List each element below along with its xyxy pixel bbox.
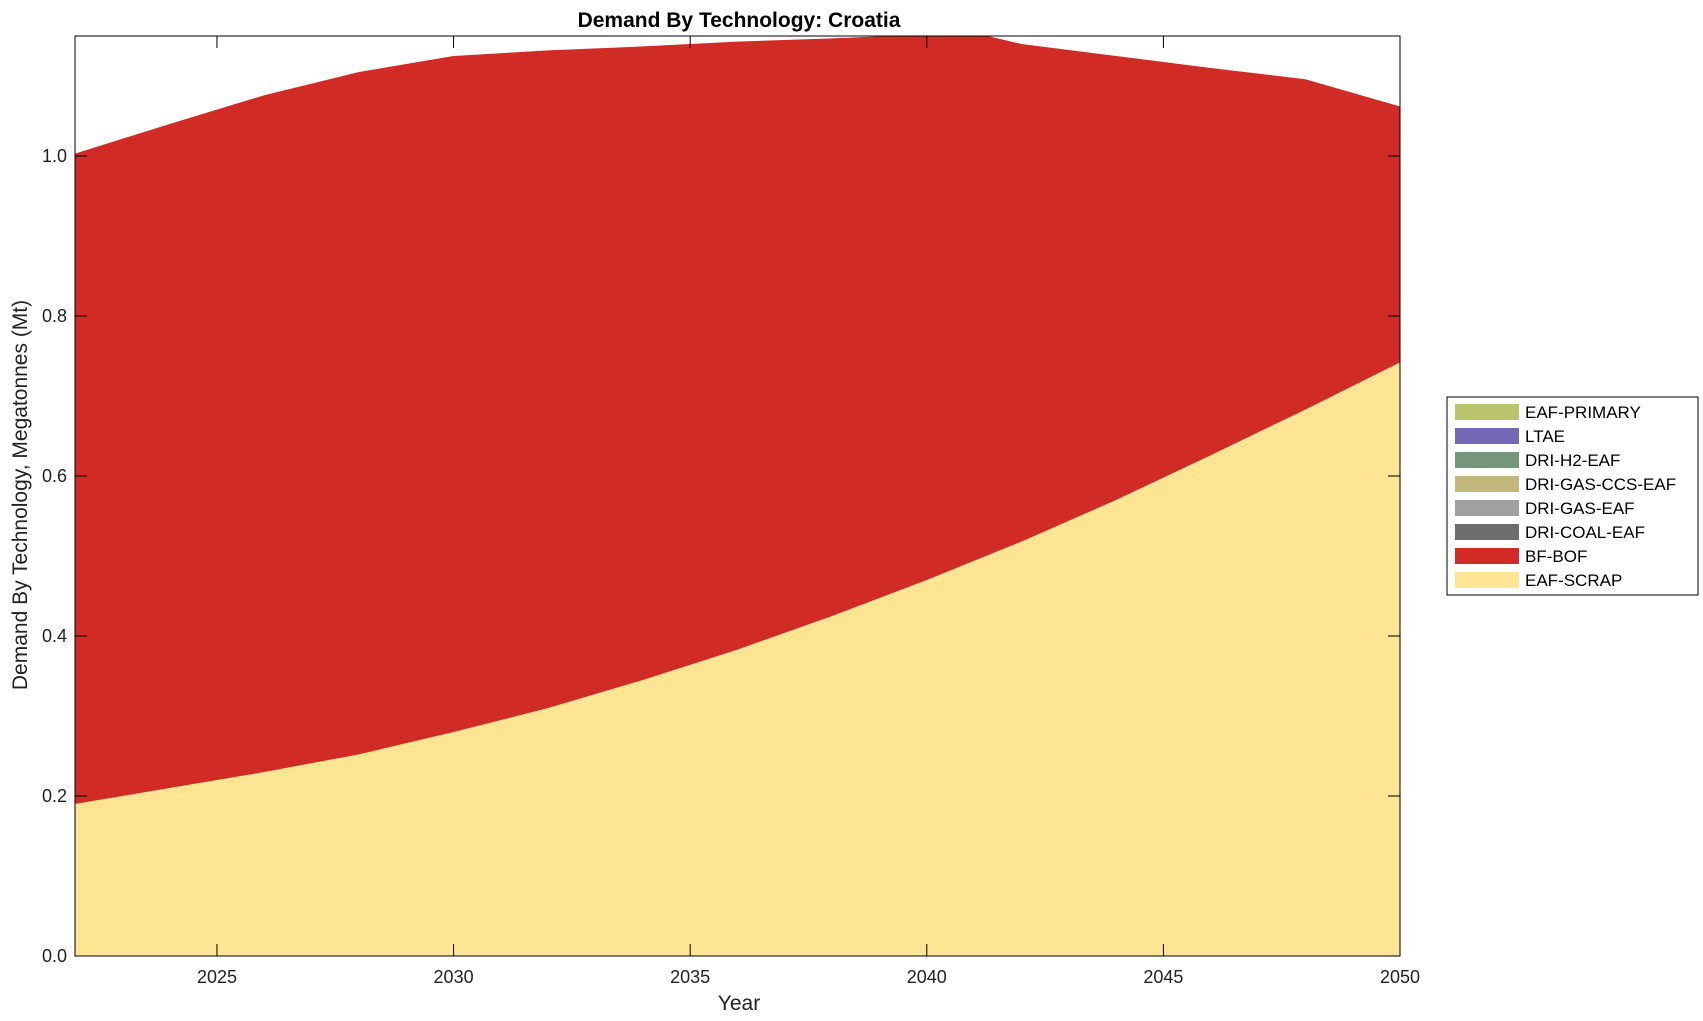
legend-label-dri-h2-eaf: DRI-H2-EAF — [1525, 451, 1620, 470]
legend-label-dri-coal-eaf: DRI-COAL-EAF — [1525, 523, 1645, 542]
legend-swatch-dri-gas-eaf — [1455, 500, 1519, 516]
x-axis-label: Year — [718, 992, 760, 1015]
x-tick-labels: 2025 2030 2035 2040 2045 2050 — [197, 967, 1420, 987]
y-tick-label: 0.4 — [42, 626, 67, 646]
x-tick-label: 2040 — [907, 967, 947, 987]
legend-swatch-dri-coal-eaf — [1455, 524, 1519, 540]
legend-label-bf-bof: BF-BOF — [1525, 547, 1587, 566]
x-tick-label: 2050 — [1380, 967, 1420, 987]
legend-swatch-eaf-primary — [1455, 404, 1519, 420]
legend-label-dri-gas-ccs-eaf: DRI-GAS-CCS-EAF — [1525, 475, 1676, 494]
legend-swatch-dri-gas-ccs-eaf — [1455, 476, 1519, 492]
area-bf-bof — [75, 36, 1400, 804]
plot-frame — [74, 35, 1401, 957]
legend-label-eaf-scrap: EAF-SCRAP — [1525, 571, 1622, 590]
area-layers — [75, 36, 1400, 956]
y-tick-label: 1.0 — [42, 146, 67, 166]
legend-swatch-ltae — [1455, 428, 1519, 444]
x-tick-label: 2030 — [434, 967, 474, 987]
axis-ticks — [75, 36, 1401, 957]
x-tick-label: 2025 — [197, 967, 237, 987]
y-axis-label: Demand By Technology, Megatonnes (Mt) — [9, 300, 32, 690]
x-tick-label: 2045 — [1143, 967, 1183, 987]
y-tick-label: 0.2 — [42, 786, 67, 806]
legend-label-dri-gas-eaf: DRI-GAS-EAF — [1525, 499, 1635, 518]
y-tick-label: 0.8 — [42, 306, 67, 326]
area-eaf-scrap — [75, 362, 1400, 956]
legend-label-eaf-primary: EAF-PRIMARY — [1525, 403, 1641, 422]
y-tick-label: 0.6 — [42, 466, 67, 486]
legend-swatch-bf-bof — [1455, 548, 1519, 564]
legend-label-ltae: LTAE — [1525, 427, 1565, 446]
y-tick-labels: 0.0 0.2 0.4 0.6 0.8 1.0 — [42, 146, 67, 966]
y-tick-label: 0.0 — [42, 946, 67, 966]
legend: EAF-PRIMARY LTAE DRI-H2-EAF DRI-GAS-CCS-EAF… — [1446, 396, 1699, 596]
legend-swatch-eaf-scrap — [1455, 572, 1519, 588]
chart-title: Demand By Technology: Croatia — [578, 9, 901, 32]
legend-swatch-dri-h2-eaf — [1455, 452, 1519, 468]
x-tick-label: 2035 — [670, 967, 710, 987]
